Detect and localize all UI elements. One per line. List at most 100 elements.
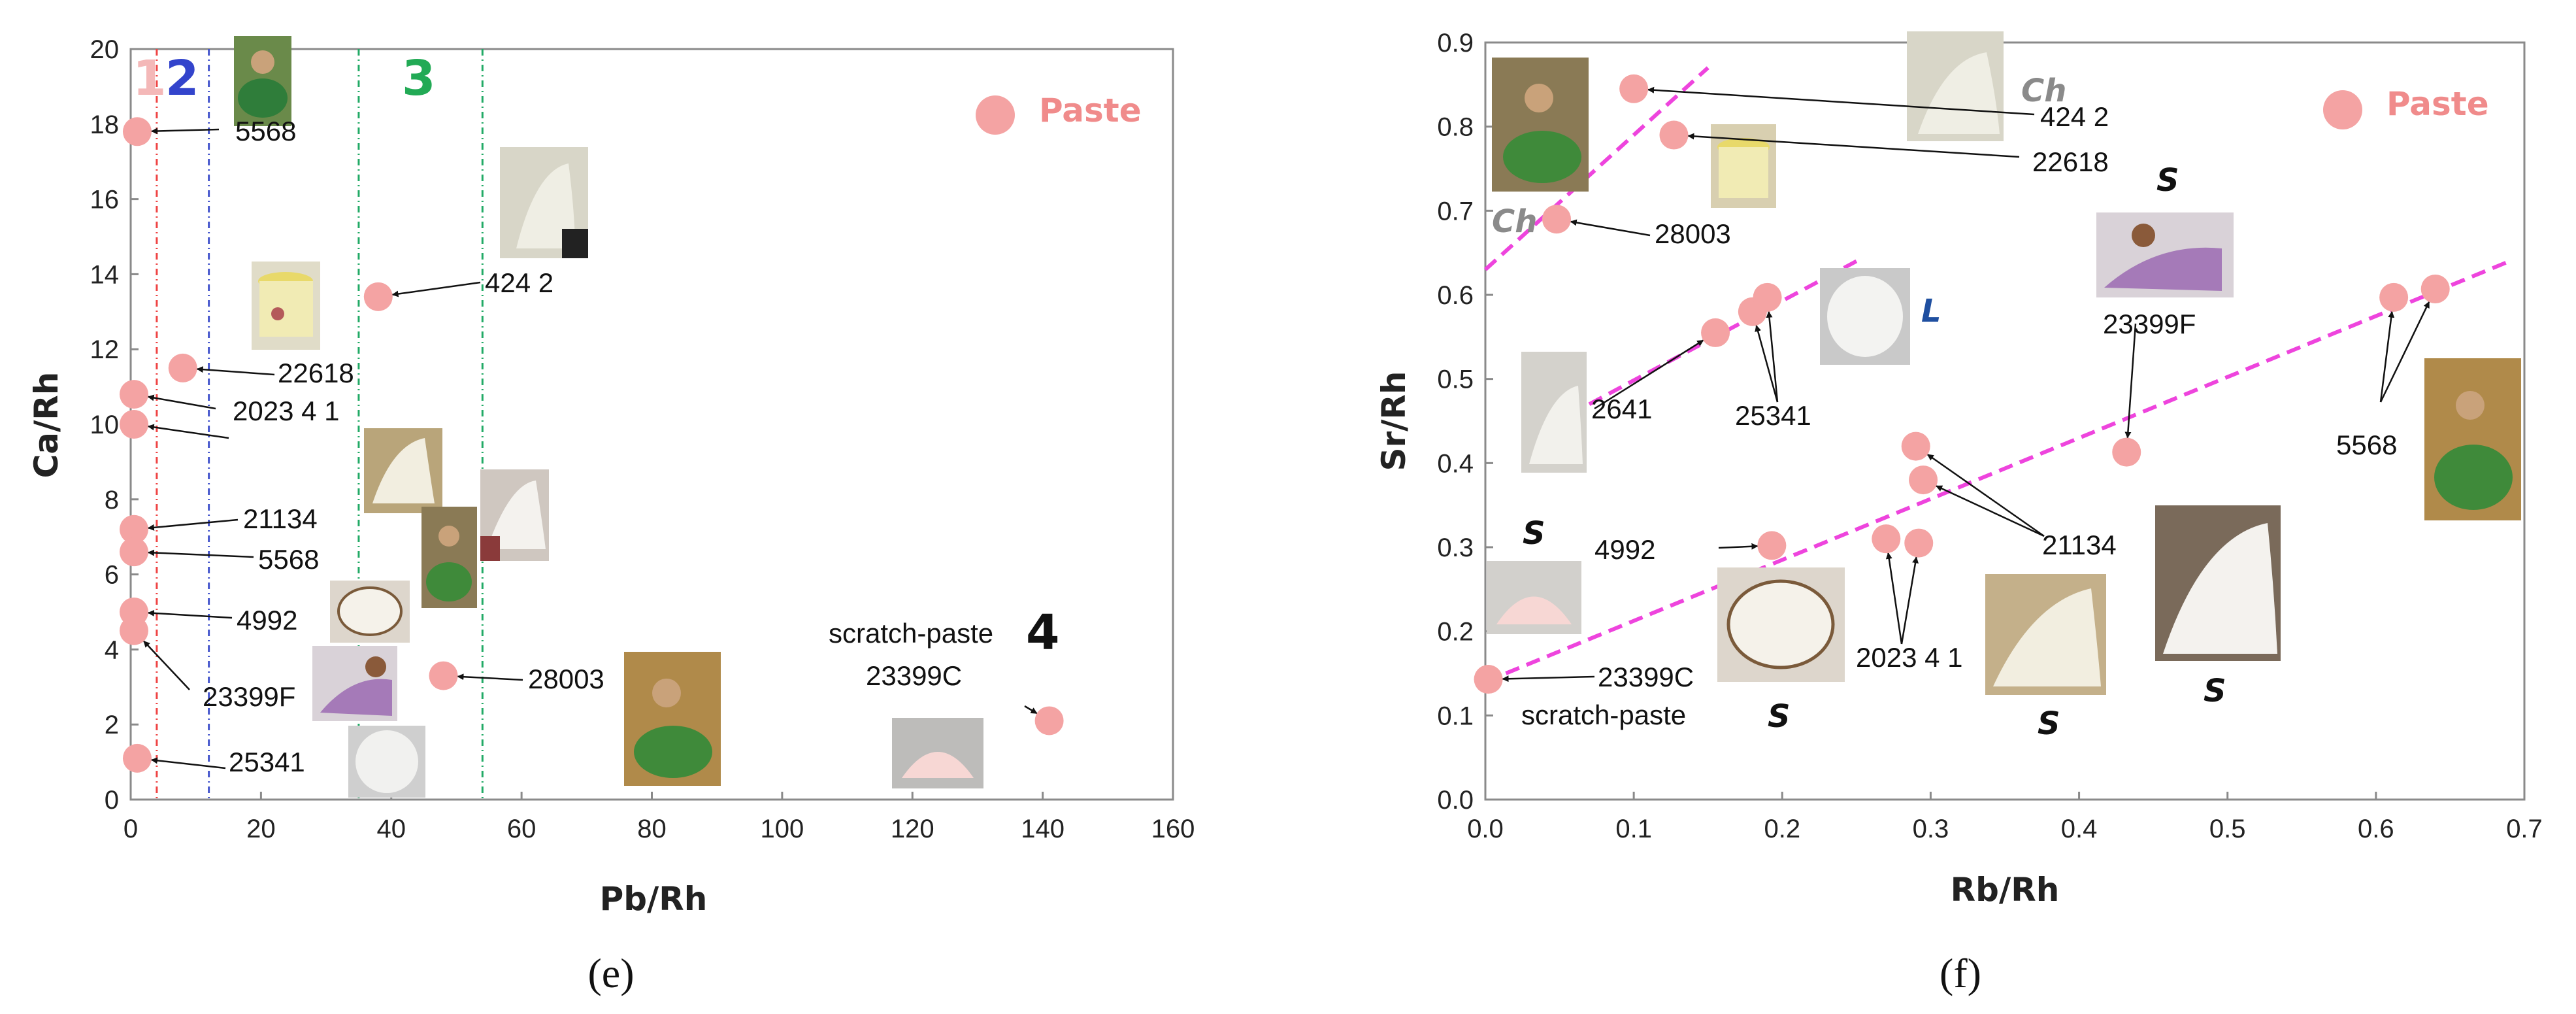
- data-point: [1753, 282, 1782, 312]
- legend-marker-f: [2323, 90, 2362, 129]
- photo-white-medallion-icon: [348, 726, 425, 798]
- x-tick-label: 0.2: [1764, 815, 1800, 843]
- panel-caption-f: (f): [1940, 950, 1981, 996]
- data-point: [119, 537, 148, 567]
- data-point: [1659, 120, 1689, 150]
- point-label: 5568: [258, 544, 319, 575]
- category-s-label-5: S: [2204, 673, 2226, 709]
- x-ticks-e: 0 20 40 60 80 100 120 140 160: [124, 792, 1195, 843]
- panel-caption-e: (e): [587, 950, 634, 996]
- y-tick-label: 2: [105, 711, 119, 739]
- legend-marker-e: [976, 95, 1015, 135]
- category-l-label: L: [1921, 293, 1941, 330]
- photo-green-figurine-small-icon: [421, 507, 477, 608]
- x-tick-label: 80: [637, 815, 667, 843]
- x-tick-label: 0.3: [1913, 815, 1949, 843]
- x-tick-label: 0.1: [1615, 815, 1652, 843]
- photo-porcelain-figure-f-icon: [2155, 505, 2281, 661]
- x-tick-label: 100: [761, 815, 804, 843]
- y-axis-label-e: Ca/Rh: [27, 372, 65, 479]
- x-tick-label: 0.5: [2209, 815, 2246, 843]
- annotation-arrow: [147, 424, 229, 439]
- annotation-arrow: [1718, 543, 1759, 550]
- x-tick-label: 0.4: [2061, 815, 2098, 843]
- y-tick-label: 18: [90, 110, 120, 139]
- annotation-arrow: [1647, 86, 2035, 116]
- photo-yellow-jar-f-icon: [1711, 124, 1776, 208]
- category-s-label-1: S: [2156, 162, 2179, 199]
- data-point: [1904, 528, 1934, 558]
- x-tick-label: 20: [246, 815, 276, 843]
- point-label: 23399C: [1598, 662, 1694, 692]
- y-tick-label: 0.5: [1437, 365, 1474, 394]
- photo-white-figure-f-icon: [1907, 31, 2004, 141]
- y-tick-label: 0.1: [1437, 701, 1474, 730]
- point-labels-f: 424 2 22618 28003 2641 25341 23399F 5568 21134 4…: [1591, 101, 2397, 692]
- data-point: [122, 743, 152, 773]
- y-axis-label-f: Sr/Rh: [1375, 371, 1413, 471]
- photo-pink-dome-f-icon: [1487, 561, 1581, 634]
- x-tick-label: 0: [124, 815, 138, 843]
- category-s-label-4: S: [2038, 705, 2060, 742]
- photo-figure-group-f-icon: [1985, 574, 2106, 695]
- data-point: [119, 616, 148, 645]
- photo-figurine-large-icon: [624, 652, 721, 786]
- annotation-arrow: [196, 366, 275, 376]
- thumbnails-f: [1487, 31, 2521, 695]
- panel-f: 0.0 0.1 0.2 0.3 0.4 0.5 0.6 0.7 0.0 0.1 0.2 0.3 0.4…: [1375, 29, 2543, 996]
- annotation-arrow: [2124, 323, 2137, 439]
- y-tick-label: 0: [105, 786, 119, 815]
- data-point: [2379, 282, 2409, 312]
- annotation-arrow: [391, 281, 481, 297]
- annotation-arrow: [1502, 675, 1595, 683]
- data-point: [119, 380, 148, 409]
- data-point: [1757, 531, 1787, 560]
- data-points-f: [1474, 74, 2450, 694]
- y-tick-label: 20: [90, 35, 120, 64]
- annotation-arrow: [1900, 556, 1919, 645]
- point-label: 25341: [229, 747, 305, 777]
- point-label: 5568: [2336, 430, 2397, 460]
- y-tick-label: 0.2: [1437, 618, 1474, 647]
- data-point: [1034, 706, 1064, 735]
- trendline: [1483, 66, 1709, 271]
- point-label: 28003: [1655, 218, 1731, 249]
- annotation-arrows-e: [143, 127, 1038, 769]
- y-tick-label: 14: [90, 260, 120, 289]
- photo-round-box-icon: [330, 581, 410, 643]
- photo-porcelain-figure-icon: [480, 469, 549, 561]
- y-tick-label: 0.6: [1437, 281, 1474, 310]
- point-label: 23399F: [2103, 309, 2196, 339]
- x-tick-label: 40: [377, 815, 406, 843]
- zone-label-3: 3: [402, 50, 436, 107]
- photo-figurine-green-f-icon: [1492, 58, 1589, 192]
- point-label: 424 2: [2040, 101, 2109, 132]
- point-label: 22618: [2032, 146, 2109, 177]
- y-tick-label: 6: [105, 561, 119, 590]
- annotation-arrow: [1594, 339, 1704, 410]
- y-ticks-e: 0 2 4 6 8 10 12 14 16 18 20: [90, 35, 139, 815]
- photo-figurine-group-icon: [364, 428, 442, 513]
- category-s-label-2: S: [1523, 515, 1545, 552]
- photo-medallion-f-icon: [1820, 268, 1910, 365]
- annotation-arrow: [150, 757, 226, 769]
- y-tick-label: 10: [90, 411, 120, 439]
- annotation-arrow: [147, 394, 216, 410]
- point-label: 23399F: [203, 681, 295, 712]
- x-axis-label-f: Rb/Rh: [1951, 871, 2060, 909]
- point-label: 28003: [528, 664, 604, 694]
- thumbnails-e: [234, 36, 983, 798]
- annotation-arrow: [1755, 324, 1779, 403]
- trendline: [1588, 259, 1858, 406]
- y-tick-label: 0.3: [1437, 533, 1474, 562]
- point-label: 23399C: [866, 660, 962, 691]
- y-ticks-f: 0.0 0.1 0.2 0.3 0.4 0.5 0.6 0.7 0.8 0.9: [1437, 29, 1493, 815]
- data-point: [1909, 465, 1938, 495]
- x-tick-label: 0.7: [2506, 815, 2543, 843]
- data-point: [2420, 274, 2450, 303]
- x-axis-label-e: Pb/Rh: [600, 880, 708, 918]
- photo-pink-dome-icon: [892, 718, 983, 788]
- data-point: [122, 117, 152, 146]
- point-label: 2023 4 1: [233, 396, 340, 426]
